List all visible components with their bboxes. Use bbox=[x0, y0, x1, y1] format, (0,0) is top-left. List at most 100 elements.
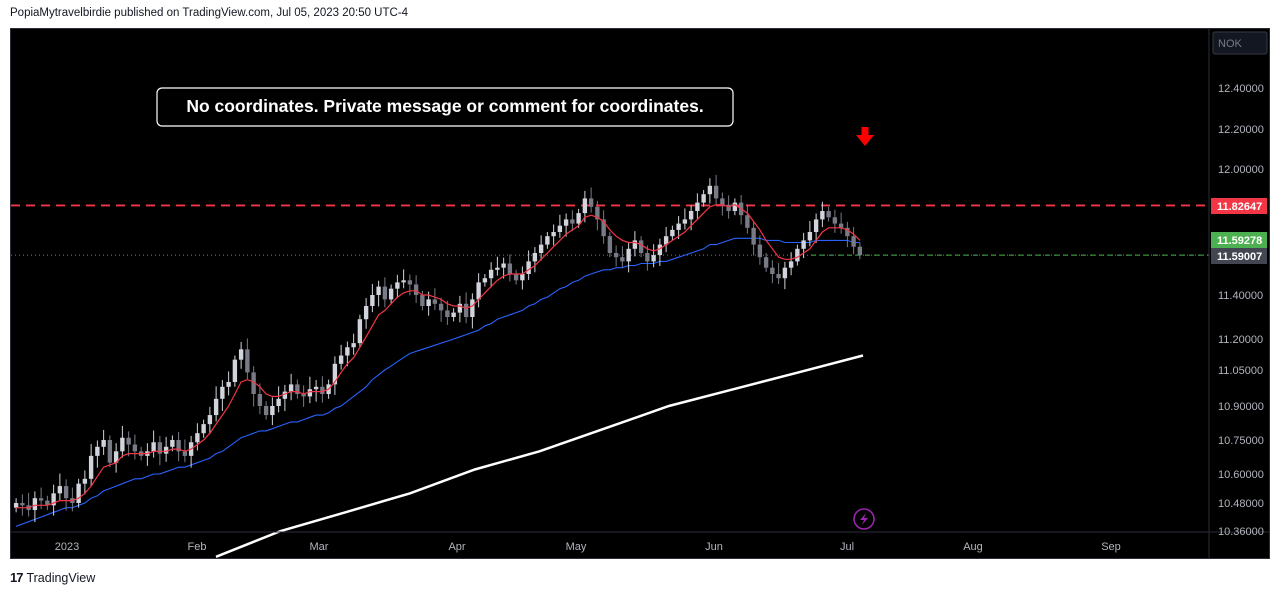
price-tick-label: 11.20000 bbox=[1218, 334, 1263, 346]
candle-body bbox=[695, 202, 700, 211]
price-chart[interactable]: No coordinates. Private message or comme… bbox=[11, 29, 1269, 558]
candle-body bbox=[332, 363, 338, 385]
candle-body bbox=[676, 223, 681, 230]
candle-body bbox=[713, 185, 719, 199]
down-arrow-icon bbox=[856, 127, 874, 146]
candle-body bbox=[251, 372, 256, 394]
publisher-caption: PopiaMytravelbirdie published on Trading… bbox=[10, 7, 409, 19]
candle-body bbox=[826, 211, 831, 218]
candle-body bbox=[170, 440, 175, 447]
candle-body bbox=[245, 349, 250, 373]
ema-short-line bbox=[16, 204, 861, 509]
ema-mid-line bbox=[15, 237, 860, 527]
candle-body bbox=[126, 437, 131, 445]
candle-body bbox=[745, 215, 750, 228]
candle-body bbox=[207, 415, 213, 425]
candle-body bbox=[213, 398, 219, 416]
time-tick-label: 2023 bbox=[55, 541, 79, 553]
candle-body bbox=[176, 440, 181, 452]
candle-body bbox=[263, 406, 269, 416]
annotation-text: No coordinates. Private message or comme… bbox=[186, 96, 703, 116]
price-axis[interactable]: 12.40000 12.20000 12.00000 11.40000 11.20000… bbox=[1218, 83, 1264, 538]
candle-body bbox=[682, 219, 688, 224]
candle-body bbox=[451, 312, 456, 317]
candle-body bbox=[370, 295, 375, 306]
candle-body bbox=[663, 236, 669, 245]
candle-body bbox=[413, 284, 419, 295]
candle-body bbox=[113, 451, 119, 463]
candle-body bbox=[20, 503, 25, 506]
candle-body bbox=[526, 261, 531, 274]
candle-body bbox=[313, 386, 319, 390]
candle-body bbox=[182, 451, 188, 456]
price-tick-label: 10.36000 bbox=[1218, 526, 1264, 538]
candle-body bbox=[595, 206, 600, 220]
candle-body bbox=[638, 240, 644, 253]
candle-body bbox=[488, 269, 494, 279]
price-tick-label: 10.60000 bbox=[1218, 469, 1264, 481]
candle-body bbox=[32, 498, 38, 510]
candle-body bbox=[570, 219, 575, 224]
candle-body bbox=[626, 248, 631, 262]
time-axis[interactable]: 2023 Feb Mar Apr May Jun Jul Aug Sep bbox=[55, 541, 1121, 553]
candle-body bbox=[45, 500, 50, 506]
candle-body bbox=[545, 236, 550, 245]
currency-badge[interactable]: NOK bbox=[1212, 31, 1268, 55]
annotation-box[interactable]: No coordinates. Private message or comme… bbox=[156, 87, 734, 127]
candle-body bbox=[857, 246, 863, 256]
candle-body bbox=[476, 282, 481, 300]
candle-body bbox=[388, 288, 394, 300]
candle-body bbox=[507, 263, 513, 274]
price-badge bbox=[1211, 198, 1267, 214]
price-badge bbox=[1211, 248, 1267, 264]
price-tick-label: 10.48000 bbox=[1218, 498, 1264, 510]
candle-body bbox=[576, 213, 581, 224]
candle-body bbox=[670, 229, 675, 237]
candle-body bbox=[270, 406, 275, 416]
price-tick-label: 11.05000 bbox=[1218, 365, 1263, 377]
candle-body bbox=[563, 219, 569, 226]
price-tick-label: 12.40000 bbox=[1218, 83, 1264, 95]
candle-body bbox=[376, 286, 381, 295]
candle-body bbox=[720, 198, 725, 205]
price-tick-label: 12.00000 bbox=[1218, 164, 1264, 176]
candle-body bbox=[463, 303, 469, 317]
price-badge bbox=[1211, 232, 1267, 248]
candle-body bbox=[726, 204, 731, 211]
tradingview-brand[interactable]: 17 TradingView bbox=[10, 570, 95, 585]
candle-body bbox=[301, 394, 306, 397]
candle-body bbox=[257, 394, 263, 406]
candle-body bbox=[82, 478, 88, 484]
candle-body bbox=[632, 240, 638, 249]
candle-body bbox=[788, 261, 794, 268]
candlestick-series bbox=[13, 174, 863, 523]
price-tick-label: 12.20000 bbox=[1218, 124, 1264, 136]
candle-body bbox=[88, 455, 94, 479]
candle-body bbox=[445, 310, 450, 317]
candle-body bbox=[226, 382, 231, 387]
price-badges: 11.82647 11.59278 11.59007 bbox=[1211, 198, 1267, 264]
lightning-icon[interactable] bbox=[853, 508, 875, 530]
candle-body bbox=[813, 219, 819, 232]
candle-body bbox=[732, 202, 738, 211]
candle-body bbox=[801, 240, 806, 249]
candle-body bbox=[538, 244, 544, 253]
candle-body bbox=[120, 437, 125, 452]
candle-body bbox=[470, 299, 475, 317]
candle-body bbox=[426, 299, 431, 306]
candle-body bbox=[338, 355, 344, 364]
candle-body bbox=[220, 386, 225, 399]
candle-body bbox=[501, 263, 506, 268]
candle-body bbox=[438, 303, 444, 311]
candle-body bbox=[107, 440, 113, 463]
time-tick-label: Mar bbox=[310, 541, 329, 553]
candle-body bbox=[513, 274, 519, 281]
candle-body bbox=[157, 442, 163, 454]
candle-body bbox=[776, 274, 781, 279]
candle-body bbox=[751, 227, 756, 245]
candle-body bbox=[601, 219, 606, 237]
chart-panel[interactable]: No coordinates. Private message or comme… bbox=[10, 28, 1270, 559]
candle-body bbox=[95, 446, 100, 456]
candle-body bbox=[276, 398, 281, 406]
candle-body bbox=[151, 442, 156, 452]
